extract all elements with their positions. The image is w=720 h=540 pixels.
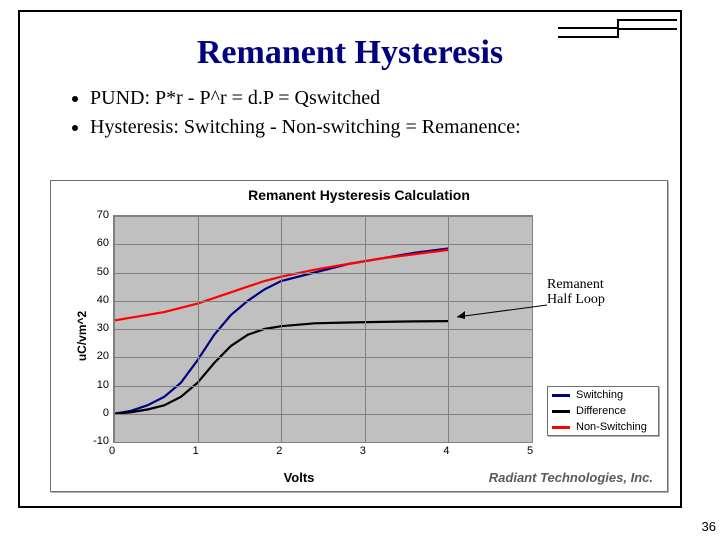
ytick-label: 0 — [85, 407, 109, 419]
ytick-label: 20 — [85, 350, 109, 362]
page-number: 36 — [702, 519, 716, 534]
legend-item-nonswitching: Non-Switching — [548, 419, 658, 435]
chart-title: Remanent Hysteresis Calculation — [51, 187, 667, 203]
annotation-remanent-half-loop: Remanent Half Loop — [547, 277, 605, 308]
annotation-line: Half Loop — [547, 292, 605, 307]
x-axis-label: Volts — [51, 470, 547, 485]
legend-label: Switching — [576, 389, 623, 401]
legend-item-switching: Switching — [548, 387, 658, 403]
annotation-line: Remanent — [547, 277, 605, 292]
bullet-item: PUND: P*r - P^r = d.P = Qswitched — [90, 84, 680, 113]
xtick-label: 2 — [276, 445, 282, 457]
legend-label: Difference — [576, 405, 626, 417]
xtick-label: 4 — [443, 445, 449, 457]
legend-item-difference: Difference — [548, 403, 658, 419]
ytick-label: 30 — [85, 322, 109, 334]
xtick-label: 5 — [527, 445, 533, 457]
legend-swatch — [552, 426, 570, 429]
ytick-label: 10 — [85, 379, 109, 391]
slide-frame: Remanent Hysteresis PUND: P*r - P^r = d.… — [18, 10, 682, 508]
ytick-label: 70 — [85, 209, 109, 221]
xtick-label: 3 — [360, 445, 366, 457]
footer-brand: Radiant Technologies, Inc. — [489, 470, 653, 485]
legend-swatch — [552, 394, 570, 397]
annotation-arrow — [451, 301, 551, 323]
chart-container: Remanent Hysteresis Calculation uC/vm^2 … — [50, 180, 668, 492]
bullet-item: Hysteresis: Switching - Non-switching = … — [90, 113, 680, 142]
ytick-label: 40 — [85, 294, 109, 306]
corner-ornament — [558, 19, 678, 49]
ytick-label: -10 — [85, 435, 109, 447]
bullet-list: PUND: P*r - P^r = d.P = Qswitched Hyster… — [44, 84, 680, 142]
ytick-label: 50 — [85, 266, 109, 278]
ytick-label: 60 — [85, 237, 109, 249]
xtick-label: 1 — [193, 445, 199, 457]
legend: Switching Difference Non-Switching — [547, 386, 659, 436]
legend-label: Non-Switching — [576, 421, 647, 433]
xtick-label: 0 — [109, 445, 115, 457]
legend-swatch — [552, 410, 570, 413]
plot-area — [113, 215, 533, 443]
